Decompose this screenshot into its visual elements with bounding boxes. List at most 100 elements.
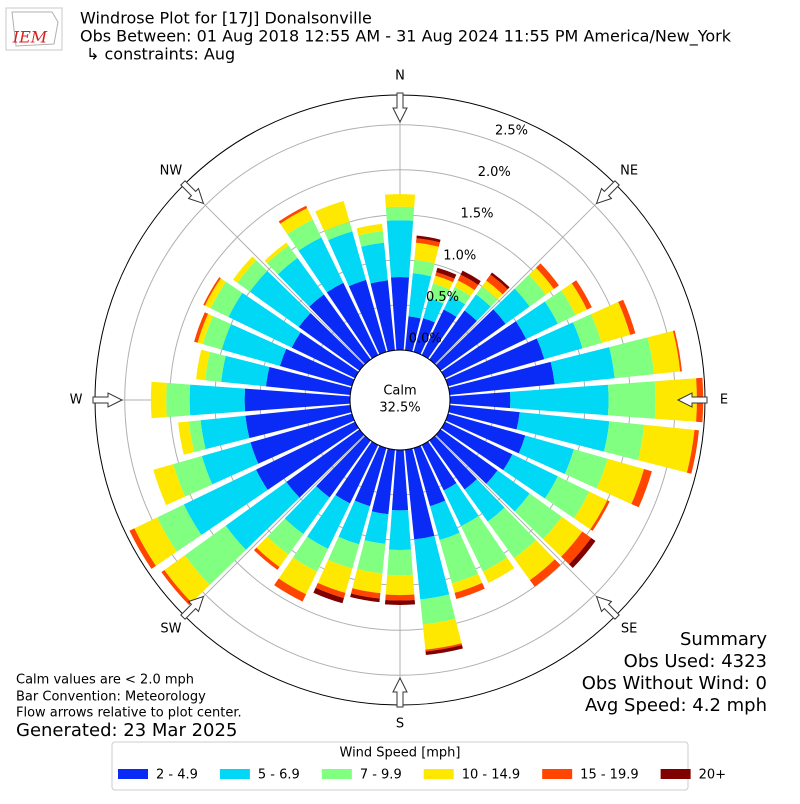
bar-segment [350,593,380,603]
bar-segment [432,275,454,290]
bar-segment [435,429,498,484]
bar-segment [348,279,387,355]
bar-segment [389,510,411,551]
bar-segment [371,448,395,515]
bar-segment [315,201,350,232]
bar-segment [608,381,656,419]
bar-segment [421,441,457,491]
bar-segment [448,361,555,395]
bar-segment [264,242,289,264]
bar-segment [441,321,527,379]
bar-segment [316,435,371,498]
bar-segment [278,205,308,224]
bar-segment [413,318,435,355]
bar-segment [439,532,479,584]
legend-label: 5 - 6.9 [258,768,300,783]
bar-segment [460,270,481,285]
bar-segment [197,313,214,345]
r-tick-label: 1.0% [443,248,476,263]
bar-segment [450,286,471,305]
bar-segment [564,449,608,489]
legend-title: Wind Speed [mph] [340,746,461,761]
bar-segment [298,237,344,293]
bar-segment [464,479,505,522]
r-tick-label: 2.5% [495,123,528,138]
bar-segment [364,511,389,544]
bar-segment [514,274,546,307]
summary: Avg Speed: 4.2 mph [585,695,767,716]
bar-segment [544,476,590,519]
bar-segment [609,337,655,379]
bar-segment [385,206,415,221]
bar-segment [536,322,583,360]
bar-segment [435,272,455,283]
bar-segment [420,594,456,625]
bar-segment [183,469,268,535]
bar-segment [596,458,645,504]
bar-segment [443,295,466,317]
note: Calm values are < 2.0 mph [16,673,194,688]
bar-segment [173,456,213,497]
bar-segment [253,547,280,570]
legend-swatch [660,769,691,779]
bar-segment [441,421,513,471]
bar-segment [277,257,324,307]
flow-arrow [595,595,620,620]
bar-segment [204,278,226,309]
bar-segment [385,574,415,596]
bar-segment [543,516,583,557]
direction-label: S [396,717,404,732]
bar-segment [134,517,177,566]
direction-label: W [70,393,83,408]
bar-segment [550,347,615,385]
bar-segment [129,528,156,569]
legend-swatch [118,769,148,779]
bar-segment [298,313,365,371]
bar-segment [603,421,645,461]
bar-segment [244,388,351,412]
bar-segment [414,242,439,264]
bar-segment [482,557,515,583]
bar-segment [435,309,506,371]
legend-swatch [321,769,352,779]
legend-label: 10 - 14.9 [462,768,520,783]
bar-segment [574,491,608,530]
bar-segment [370,280,395,352]
bar-segment [287,219,322,251]
bar-segment [351,588,381,599]
bar-segment [443,483,479,527]
bar-segment [568,537,596,569]
bar-segment [631,469,652,508]
legend-label: 2 - 4.9 [156,768,198,783]
bar-segment [178,421,195,455]
legend: Wind Speed [mph] 2 - 4.9 5 - 6.9 7 - 9.9 10… [111,741,726,791]
bar-segment [449,391,511,409]
constraints: ↳ constraints: Aug [86,45,235,64]
bar-segment [384,194,416,208]
legend-label: 15 - 19.9 [580,768,638,783]
bar-segment [412,259,435,277]
bar-segment [428,283,450,304]
bar-segment [493,288,530,324]
bar-segment [335,441,379,504]
bar-segment [672,330,682,372]
generated: Generated: 23 Mar 2025 [16,720,237,741]
direction-label: E [720,393,728,408]
bar-segment [201,442,259,485]
bar-segment [157,504,202,552]
bar-segment [464,294,491,321]
summary: Obs Without Wind: 0 [582,673,767,694]
legend-swatch [219,769,250,779]
bar-segment [357,540,386,574]
bar-segment [514,493,562,540]
bar-segment [315,582,346,599]
bar-segment [354,445,387,507]
bar-segment [286,429,365,498]
bar-segment [386,220,414,278]
bar-segment [423,298,444,323]
note: Bar Convention: Meteorology [16,690,206,705]
bar-segment [487,507,536,559]
bar-segment [414,535,450,600]
bar-segment [460,515,508,572]
